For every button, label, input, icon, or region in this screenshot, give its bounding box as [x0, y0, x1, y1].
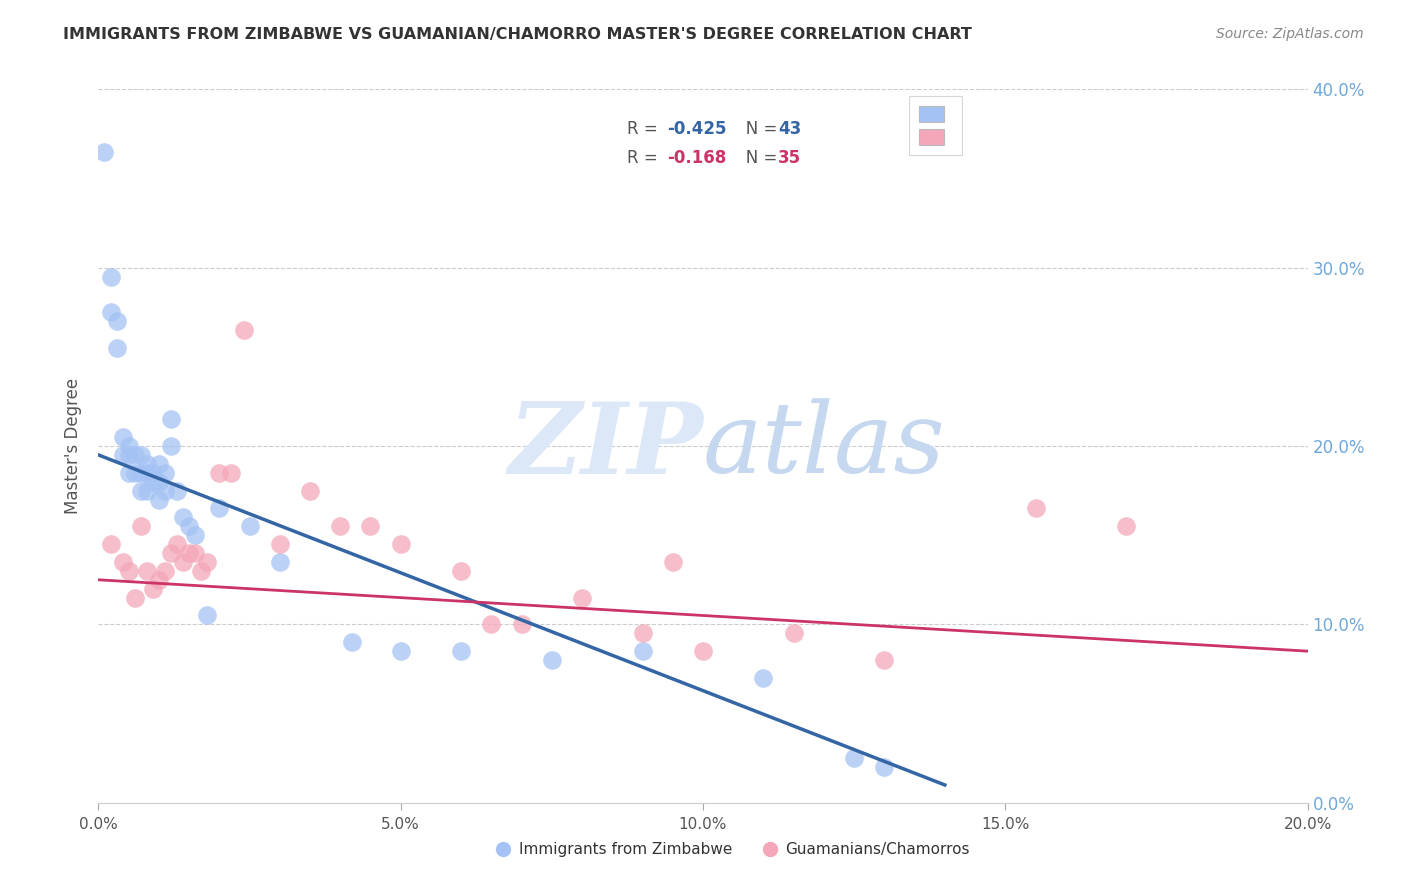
Text: Immigrants from Zimbabwe: Immigrants from Zimbabwe [519, 842, 733, 856]
Point [105, 341, 128, 355]
Point [111, 448, 134, 462]
Point [783, 626, 806, 640]
Point [135, 564, 157, 578]
Text: N =: N = [730, 120, 782, 138]
Point [1024, 501, 1046, 516]
Point [105, 314, 128, 328]
Point [510, 617, 533, 632]
Point [172, 555, 194, 569]
Point [148, 492, 170, 507]
Point [153, 483, 176, 498]
Point [692, 644, 714, 658]
Point [124, 466, 146, 480]
Point [208, 466, 231, 480]
Point [124, 591, 146, 605]
Point [179, 519, 201, 533]
Point [148, 475, 170, 489]
Point [118, 448, 141, 462]
Point [100, 537, 122, 551]
Point [360, 519, 382, 533]
Point [129, 519, 152, 533]
Point [184, 546, 207, 560]
Text: 35: 35 [778, 149, 801, 167]
Point [129, 483, 152, 498]
Point [160, 439, 183, 453]
Point [148, 457, 170, 471]
Point [153, 466, 176, 480]
Text: IMMIGRANTS FROM ZIMBABWE VS GUAMANIAN/CHAMORRO MASTER'S DEGREE CORRELATION CHART: IMMIGRANTS FROM ZIMBABWE VS GUAMANIAN/CH… [63, 27, 972, 42]
Point [129, 448, 152, 462]
Point [93, 145, 115, 159]
Point [129, 466, 152, 480]
Text: ZIP: ZIP [508, 398, 703, 494]
Point [540, 653, 562, 667]
Text: -0.168: -0.168 [666, 149, 725, 167]
Point [160, 412, 183, 426]
Text: -0.425: -0.425 [666, 120, 727, 138]
Point [124, 448, 146, 462]
Point [873, 653, 896, 667]
Point [450, 564, 472, 578]
Point [148, 573, 170, 587]
Point [111, 555, 134, 569]
Point [153, 564, 176, 578]
Point [752, 671, 775, 685]
Point [135, 457, 157, 471]
Point [184, 528, 207, 542]
Point [179, 546, 201, 560]
Point [135, 466, 157, 480]
Point [142, 582, 165, 596]
Text: R =: R = [627, 149, 662, 167]
Point [844, 751, 866, 765]
Point [100, 269, 122, 284]
Point [342, 635, 364, 649]
Point [661, 555, 683, 569]
Text: Guamanians/Chamorros: Guamanians/Chamorros [785, 842, 970, 856]
Point [481, 617, 503, 632]
Point [190, 564, 212, 578]
Point [100, 305, 122, 319]
Y-axis label: Master's Degree: Master's Degree [65, 378, 83, 514]
Point [299, 483, 322, 498]
Point [195, 555, 218, 569]
Point [166, 537, 188, 551]
Point [631, 644, 654, 658]
Point [571, 591, 593, 605]
Point [239, 519, 262, 533]
Point [118, 466, 141, 480]
Text: atlas: atlas [703, 399, 946, 493]
Point [208, 501, 231, 516]
Text: 43: 43 [778, 120, 801, 138]
Point [160, 546, 183, 560]
Point [166, 483, 188, 498]
Legend: , : , [910, 96, 962, 154]
Point [118, 439, 141, 453]
Point [389, 644, 412, 658]
Point [389, 537, 412, 551]
Point [111, 430, 134, 444]
Point [142, 466, 165, 480]
Text: N =: N = [730, 149, 782, 167]
Point [1115, 519, 1137, 533]
Text: R =: R = [627, 120, 662, 138]
Point [450, 644, 472, 658]
Point [631, 626, 654, 640]
Point [232, 323, 254, 337]
Point [269, 537, 291, 551]
Point [118, 564, 141, 578]
Point [269, 555, 291, 569]
Point [172, 510, 194, 524]
Text: Source: ZipAtlas.com: Source: ZipAtlas.com [1216, 27, 1364, 41]
Point [329, 519, 352, 533]
Point [135, 483, 157, 498]
Point [142, 475, 165, 489]
Point [195, 608, 218, 623]
Point [873, 760, 896, 774]
Point [221, 466, 243, 480]
